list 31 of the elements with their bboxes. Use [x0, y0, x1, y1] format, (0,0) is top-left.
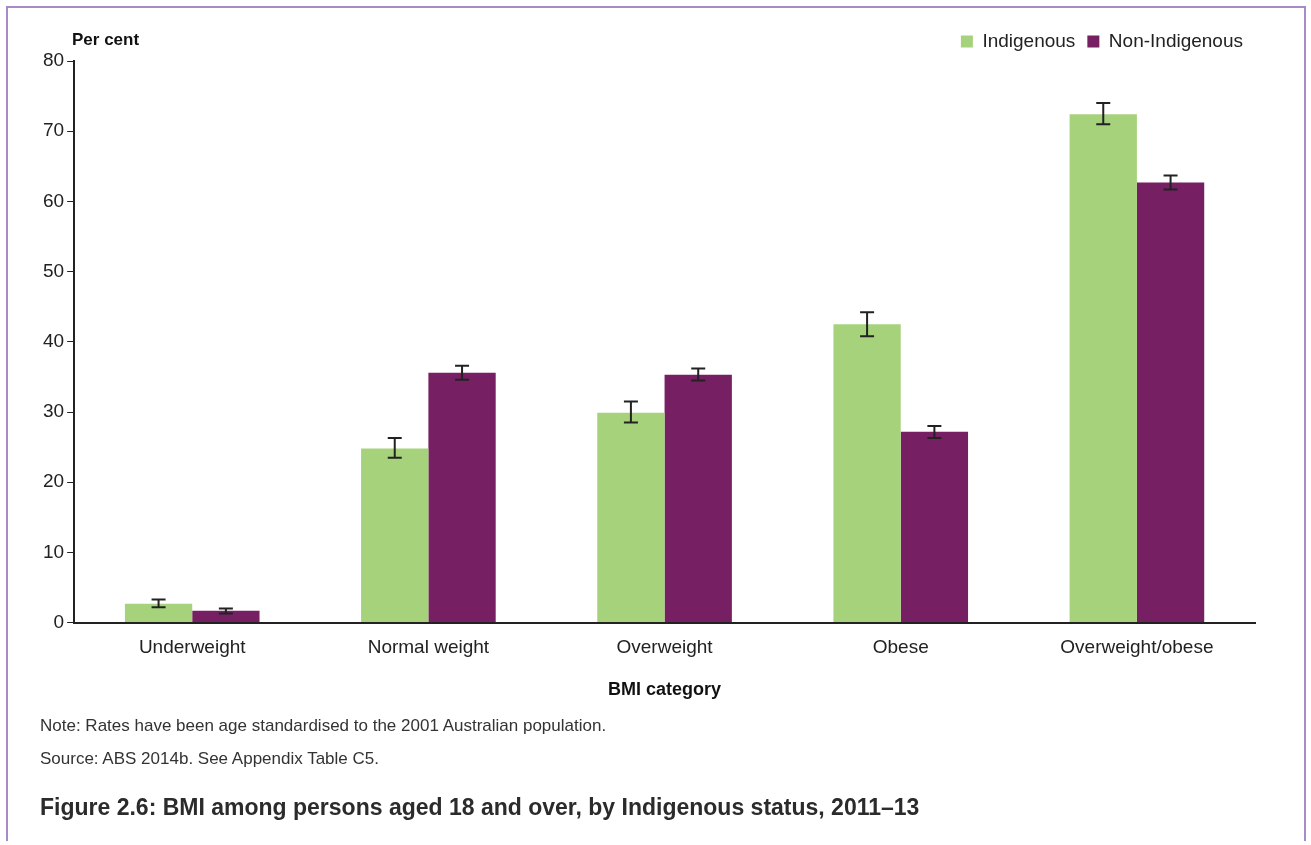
bar — [900, 431, 969, 623]
x-tick-label: Overweight — [616, 636, 714, 658]
y-tick-label: 80 — [42, 49, 65, 71]
y-tick-label: 0 — [53, 610, 65, 632]
bar — [664, 374, 732, 623]
bar — [1069, 114, 1137, 623]
y-axis-title: Per cent — [72, 30, 140, 50]
source-note: Source: ABS 2014b. See Appendix Table C5. — [40, 749, 379, 769]
x-axis-title: BMI category — [608, 679, 722, 700]
y-tick-label: 70 — [42, 119, 65, 141]
x-tick-label: Overweight/obese — [1060, 636, 1214, 658]
bar — [124, 603, 193, 623]
x-tick-label: Underweight — [138, 636, 247, 658]
bar — [192, 610, 260, 623]
x-tick-label: Obese — [872, 636, 929, 658]
bar — [428, 372, 496, 623]
bar — [1136, 182, 1205, 623]
y-tick-label: 10 — [42, 540, 65, 562]
bar — [833, 324, 901, 623]
text: Figure 2.6: BMI among persons aged 18 and over, by Indigenous status, 2011–13 — [40, 794, 920, 821]
y-tick-label: 50 — [42, 259, 65, 281]
y-tick-label: 40 — [42, 330, 65, 352]
y-tick-label: 60 — [42, 189, 65, 211]
bar — [361, 448, 429, 623]
bar — [597, 412, 665, 623]
x-tick-label: Normal weight — [367, 636, 490, 658]
legend-label: Non-Indigenous — [1108, 29, 1244, 51]
y-tick-label: 20 — [42, 470, 65, 492]
y-tick-label: 30 — [42, 400, 65, 422]
text: Note: Rates have been age standardised to the 2001 Australian population. — [40, 716, 607, 736]
legend-label: Indigenous — [982, 29, 1076, 51]
